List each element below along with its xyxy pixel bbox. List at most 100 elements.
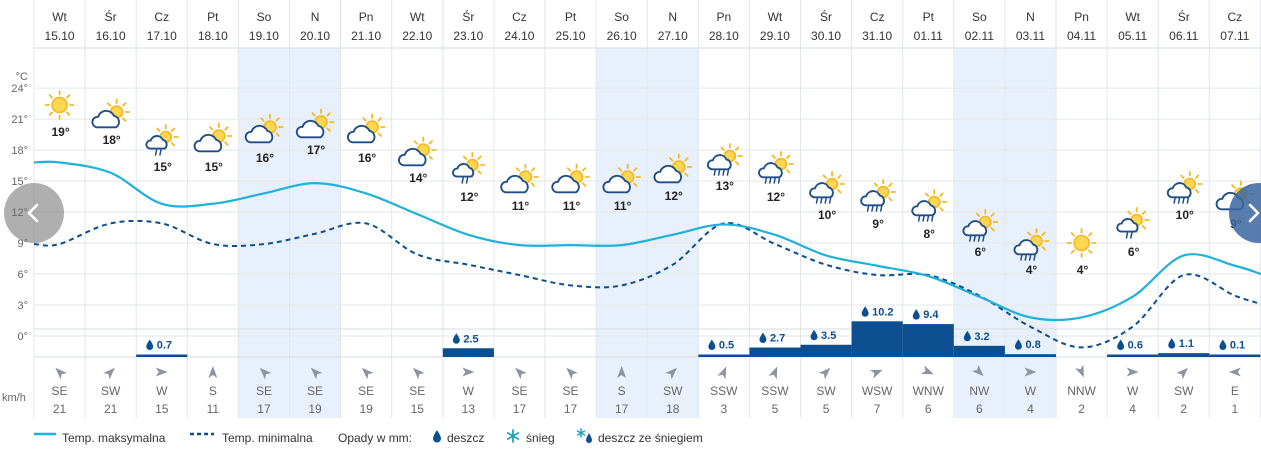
temp-label: 8°	[924, 227, 936, 241]
wind-arrow-icon	[413, 367, 425, 380]
precip-bar	[851, 321, 903, 357]
wind-direction: SE	[511, 384, 527, 398]
wind-arrow-icon	[1075, 364, 1084, 378]
wind-arrow-icon	[55, 367, 67, 380]
day-date: 21.10	[351, 29, 381, 43]
precip-label: 1.1	[1179, 338, 1194, 350]
raindrop-icon	[912, 309, 920, 320]
temp-label: 19°	[51, 125, 69, 139]
temp-label: 17°	[307, 143, 325, 157]
wind-arrow-icon	[310, 367, 323, 380]
legend-precip-title: Opady w mm:	[338, 431, 413, 445]
wind-speed: 5	[772, 402, 779, 416]
raindrop-icon	[1014, 339, 1022, 350]
cloud-sun-rain-icon	[706, 143, 743, 176]
precip-label: 3.2	[974, 331, 989, 343]
wind-direction: WNW	[913, 384, 945, 398]
temp-label: 15°	[205, 160, 223, 174]
wind-speed: 6	[925, 402, 932, 416]
day-name: Cz	[1228, 10, 1243, 24]
cloud-sun-icon	[653, 153, 693, 184]
precip-bar	[442, 348, 494, 357]
temp-label: 9°	[872, 217, 884, 231]
weekend-column-bg	[238, 48, 290, 418]
temp-label: 6°	[975, 245, 987, 259]
day-date: 03.11	[1016, 29, 1045, 43]
precip-bar	[1158, 353, 1210, 357]
wind-direction: SSW	[761, 384, 789, 398]
day-name: Pn	[717, 10, 732, 24]
wind-arrow-icon	[617, 366, 627, 378]
raindrop-icon	[1168, 338, 1176, 349]
day-name: Cz	[870, 10, 885, 24]
snowflake-icon	[506, 429, 520, 443]
temp-label: 11°	[614, 199, 632, 213]
y-tick-label: 24°	[11, 83, 28, 95]
sleet-icon	[576, 428, 592, 443]
wind-speed: 15	[155, 402, 169, 416]
temp-label: 13°	[716, 179, 734, 193]
day-date: 05.11	[1118, 29, 1147, 43]
day-date: 26.10	[607, 29, 637, 43]
legend-snow-label: śnieg	[526, 431, 555, 445]
precip-label: 9.4	[923, 309, 939, 321]
day-name: Pn	[359, 10, 374, 24]
day-date: 22.10	[402, 29, 432, 43]
day-date: 18.10	[198, 29, 228, 43]
precip-label: 2.7	[770, 333, 785, 345]
raindrop-icon	[708, 339, 716, 351]
wind-speed: 15	[411, 402, 425, 416]
wind-arrow-icon	[361, 367, 374, 380]
raindrop-icon	[1117, 339, 1125, 351]
y-tick-label: 9°	[17, 238, 28, 250]
temp-label: 16°	[358, 151, 376, 165]
wind-speed: 6	[976, 402, 983, 416]
legend-max-line	[34, 432, 56, 436]
wind-arrow-icon	[259, 367, 272, 380]
day-name: Wt	[410, 10, 425, 24]
wind-direction: W	[463, 384, 475, 398]
wind-speed: 21	[53, 402, 67, 416]
day-name: Pn	[1074, 10, 1089, 24]
wind-arrow-icon	[1176, 367, 1188, 380]
sun-cloud-rain-icon	[452, 152, 486, 184]
wind-direction: WSW	[862, 384, 893, 398]
day-name: Śr	[1178, 9, 1190, 24]
precip-label: 0.6	[1128, 340, 1143, 352]
previous-period-button[interactable]	[4, 183, 64, 243]
precip-bar	[698, 354, 750, 357]
cloud-sun-icon	[398, 136, 437, 167]
day-name: Śr	[105, 9, 117, 24]
day-date: 29.10	[760, 29, 790, 43]
cloud-sun-icon	[602, 163, 642, 194]
precip-bar	[902, 324, 954, 357]
weekend-column-bg	[1004, 48, 1056, 418]
wind-speed: 21	[104, 402, 118, 416]
wind-arrow-icon	[768, 366, 778, 380]
day-name: Wt	[1125, 10, 1140, 24]
wind-arrow-icon	[717, 366, 727, 380]
precip-label: 0.8	[1025, 339, 1040, 351]
legend-min-label: Temp. minimalna	[222, 431, 313, 445]
cloud-sun-icon	[295, 108, 335, 139]
wind-direction: SW	[663, 384, 683, 398]
wind-speed: 19	[308, 402, 322, 416]
day-name: Cz	[154, 10, 169, 24]
wind-direction: E	[1231, 384, 1239, 398]
wind-direction: S	[209, 384, 217, 398]
wind-arrow-icon	[515, 367, 527, 380]
precip-label: 0.5	[719, 340, 734, 352]
temp-label: 4°	[1026, 263, 1038, 277]
precip-label: 3.5	[821, 330, 836, 342]
wind-direction: SE	[358, 384, 374, 398]
wind-speed: 17	[564, 402, 578, 416]
cloud-sun-icon	[346, 113, 386, 144]
precip-bar	[953, 345, 1005, 357]
day-name: So	[972, 10, 987, 24]
cloud-sun-icon	[500, 163, 539, 194]
day-date: 19.10	[249, 29, 279, 43]
day-date: 06.11	[1169, 29, 1198, 43]
y-tick-label: 21°	[11, 114, 28, 126]
wind-direction: SE	[563, 384, 579, 398]
forecast-svg: 24°21°18°15°12°9°6°3°0°°CWt15.10Śr16.10C…	[2, 0, 1261, 418]
